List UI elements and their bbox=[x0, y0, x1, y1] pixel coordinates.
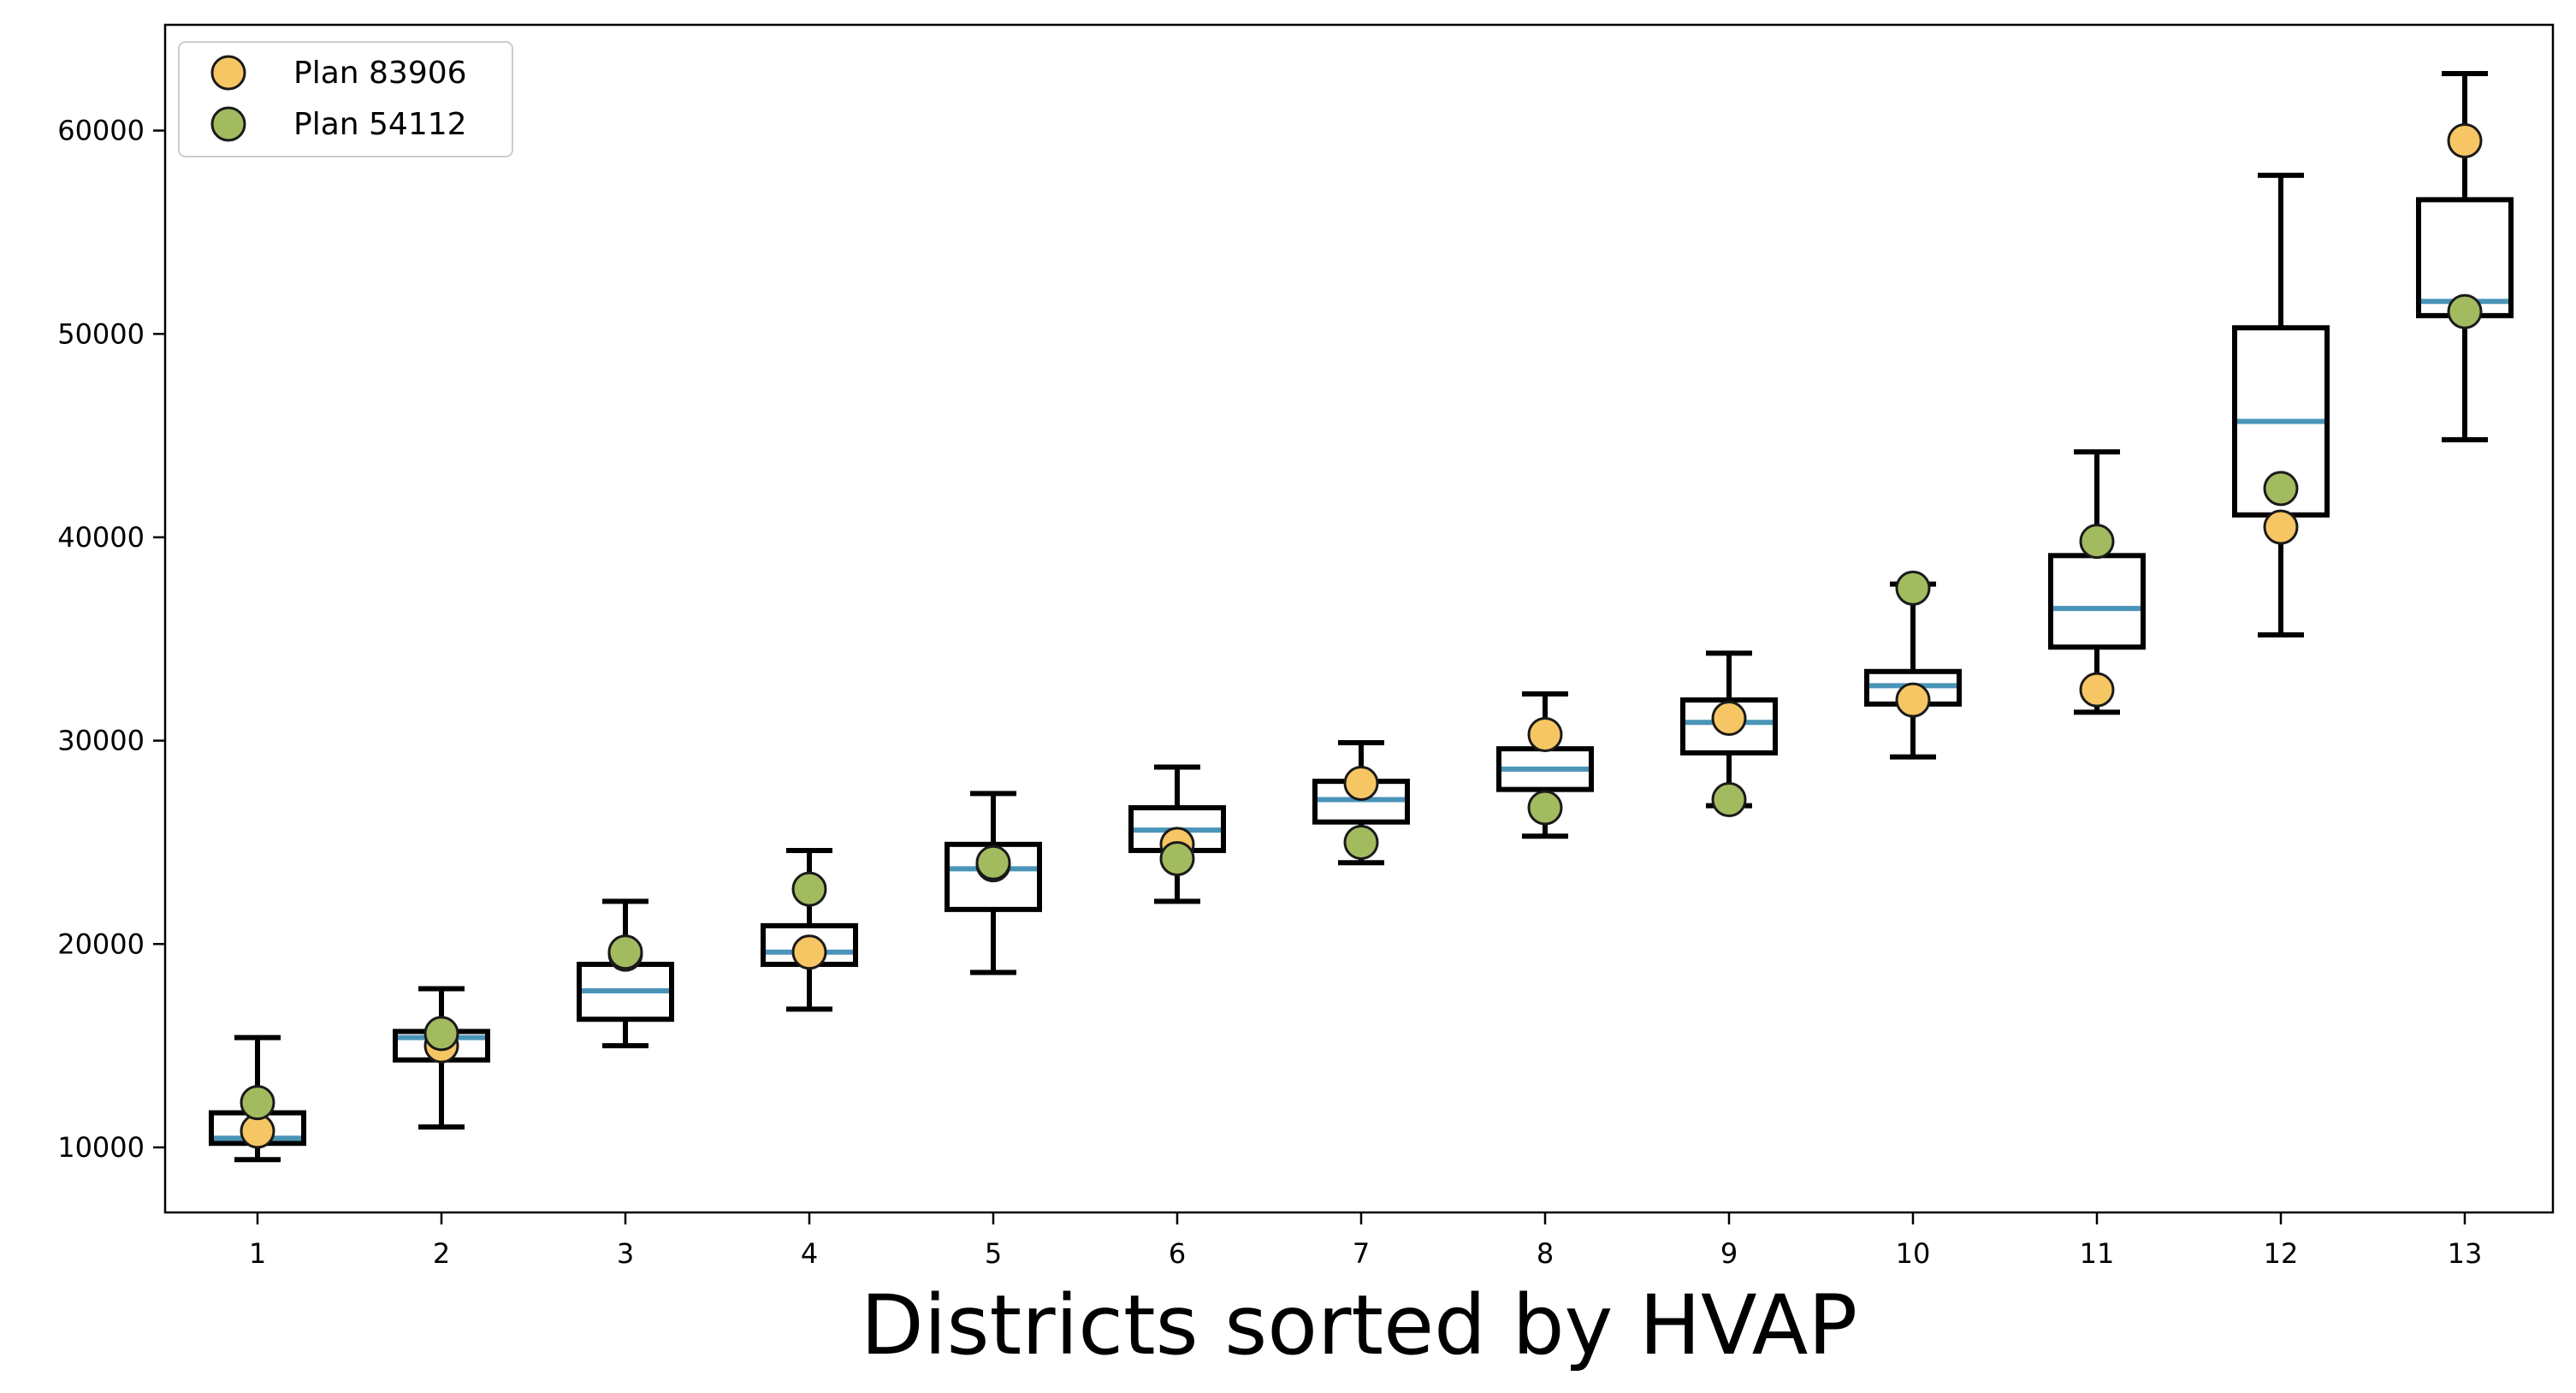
point-district-8 bbox=[1527, 716, 1563, 752]
series-plan-54112 bbox=[240, 293, 2483, 1121]
point-district-11 bbox=[2079, 524, 2115, 560]
y-axis: 10000 20000 30000 40000 50000 60000 bbox=[57, 115, 165, 1164]
point-district-2 bbox=[423, 1016, 459, 1052]
x-tick-label: 1 bbox=[249, 1237, 266, 1270]
point-district-5 bbox=[975, 845, 1011, 880]
x-tick-label: 2 bbox=[433, 1237, 450, 1270]
y-tick-label: 50000 bbox=[57, 317, 145, 350]
legend-box bbox=[178, 41, 513, 157]
axes-frame bbox=[163, 23, 2555, 1214]
point-district-12 bbox=[2263, 509, 2299, 545]
x-tick-label: 9 bbox=[1720, 1237, 1738, 1270]
x-tick-label: 11 bbox=[2080, 1237, 2115, 1270]
y-tick-label: 20000 bbox=[57, 928, 145, 960]
legend: Plan 83906 Plan 54112 bbox=[178, 41, 513, 157]
x-tick-label: 13 bbox=[2448, 1237, 2483, 1270]
point-district-11 bbox=[2079, 672, 2115, 708]
point-district-4 bbox=[791, 934, 827, 970]
point-district-6 bbox=[1159, 840, 1195, 876]
point-district-12 bbox=[2263, 471, 2299, 507]
x-tick-label: 5 bbox=[985, 1237, 1002, 1270]
y-tick-label: 30000 bbox=[57, 725, 145, 757]
box-district-13 bbox=[2416, 71, 2514, 442]
box-iqr bbox=[2048, 553, 2146, 650]
legend-label: Plan 54112 bbox=[293, 107, 467, 142]
x-axis-label: Districts sorted by HVAP bbox=[861, 1277, 1857, 1373]
point-district-1 bbox=[240, 1085, 275, 1121]
x-axis: 1 2 3 4 5 6 7 8 9 10 11 12 13 bbox=[249, 1212, 2483, 1270]
y-tick-label: 10000 bbox=[57, 1131, 145, 1164]
box-district-8 bbox=[1496, 691, 1594, 839]
legend-label: Plan 83906 bbox=[293, 56, 467, 91]
point-district-8 bbox=[1527, 790, 1563, 826]
x-tick-label: 6 bbox=[1169, 1237, 1186, 1270]
point-district-9 bbox=[1711, 782, 1747, 818]
plot-area bbox=[209, 71, 2514, 1163]
x-tick-label: 4 bbox=[801, 1237, 818, 1270]
legend-marker bbox=[210, 55, 246, 91]
x-tick-label: 3 bbox=[617, 1237, 634, 1270]
box-iqr bbox=[2416, 197, 2514, 318]
point-district-13 bbox=[2447, 122, 2483, 158]
y-tick-label: 40000 bbox=[57, 521, 145, 554]
legend-marker bbox=[210, 106, 246, 142]
x-tick-label: 10 bbox=[1896, 1237, 1931, 1270]
point-district-7 bbox=[1343, 824, 1379, 860]
x-tick-label: 8 bbox=[1537, 1237, 1554, 1270]
x-tick-label: 7 bbox=[1353, 1237, 1370, 1270]
point-district-3 bbox=[607, 934, 643, 970]
x-tick-label: 12 bbox=[2264, 1237, 2299, 1270]
point-district-13 bbox=[2447, 293, 2483, 329]
box-district-3 bbox=[577, 898, 674, 1049]
point-district-10 bbox=[1895, 682, 1931, 718]
box-district-11 bbox=[2048, 449, 2146, 715]
y-tick-label: 60000 bbox=[57, 115, 145, 147]
point-district-4 bbox=[791, 871, 827, 907]
point-district-7 bbox=[1343, 766, 1379, 802]
point-district-9 bbox=[1711, 700, 1747, 736]
point-district-10 bbox=[1895, 570, 1931, 606]
